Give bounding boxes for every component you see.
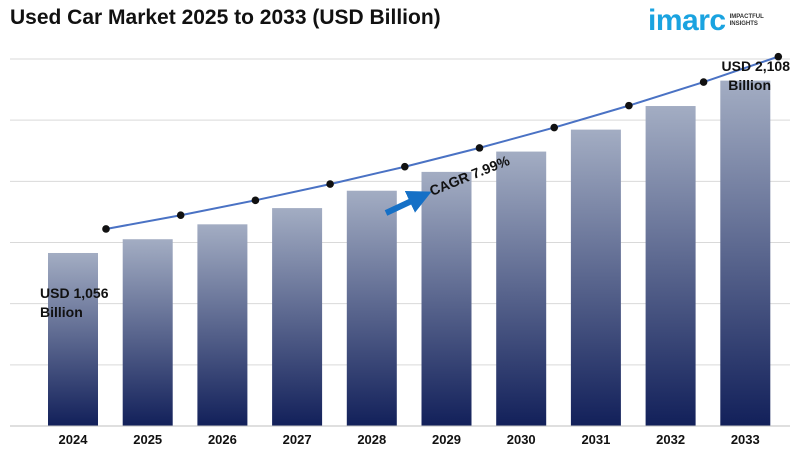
bar-2033	[720, 80, 771, 427]
trend-point-2029	[475, 144, 484, 152]
x-tick-label: 2032	[656, 432, 685, 447]
trend-point-2033	[774, 52, 783, 61]
bar-2025	[122, 239, 173, 426]
end-value-label-line1: USD 2,108	[722, 58, 791, 74]
trend-point-2027	[326, 180, 334, 188]
trend-point-2032	[699, 78, 708, 86]
trend-point-2026	[251, 196, 260, 205]
bar-2029	[421, 171, 472, 426]
x-tick-label: 2028	[357, 432, 386, 447]
x-tick-label: 2026	[208, 432, 237, 447]
x-tick-label: 2024	[59, 432, 89, 447]
trend-point-2028	[401, 162, 409, 171]
logo-word: imarc	[648, 4, 726, 37]
bar-2032	[645, 106, 696, 426]
bar-2028	[346, 190, 397, 426]
logo-tagline-2: INSIGHTS	[729, 21, 758, 27]
x-tick-label: 2027	[283, 432, 312, 447]
bar-2031	[570, 129, 621, 426]
bars	[48, 80, 771, 427]
logo-tagline-1: IMPACTFUL	[729, 14, 764, 20]
trend-point-2025	[176, 211, 185, 220]
trend-points	[102, 52, 783, 233]
imarc-logo: imarc IMPACTFUL INSIGHTS	[648, 4, 766, 38]
x-tick-label: 2029	[432, 432, 461, 447]
bar-2030	[496, 151, 547, 426]
start-value-label-line1: USD 1,056	[40, 285, 109, 301]
bar-2024	[48, 252, 98, 426]
x-axis-labels: 2024 2025 2026 2027 2028 2029 2030 2031 2032 2033	[59, 432, 760, 447]
logo-tagline: IMPACTFUL INSIGHTS	[730, 14, 766, 28]
x-tick-label: 2031	[581, 432, 610, 447]
x-tick-label: 2030	[507, 432, 536, 447]
x-tick-label: 2033	[731, 432, 760, 447]
bar-2027	[272, 208, 323, 426]
x-tick-label: 2025	[133, 432, 162, 447]
cagr-arrow	[384, 190, 432, 216]
bar-2026	[197, 224, 248, 426]
trend-point-2031	[625, 101, 633, 110]
end-value-label-line2: Billion	[728, 77, 771, 93]
trend-line	[105, 55, 779, 230]
chart-title: Used Car Market 2025 to 2033 (USD Billio…	[10, 6, 441, 29]
trend-point-2030	[550, 123, 558, 132]
trend-point-2024	[102, 225, 110, 233]
start-value-label-line2: Billion	[40, 304, 83, 320]
